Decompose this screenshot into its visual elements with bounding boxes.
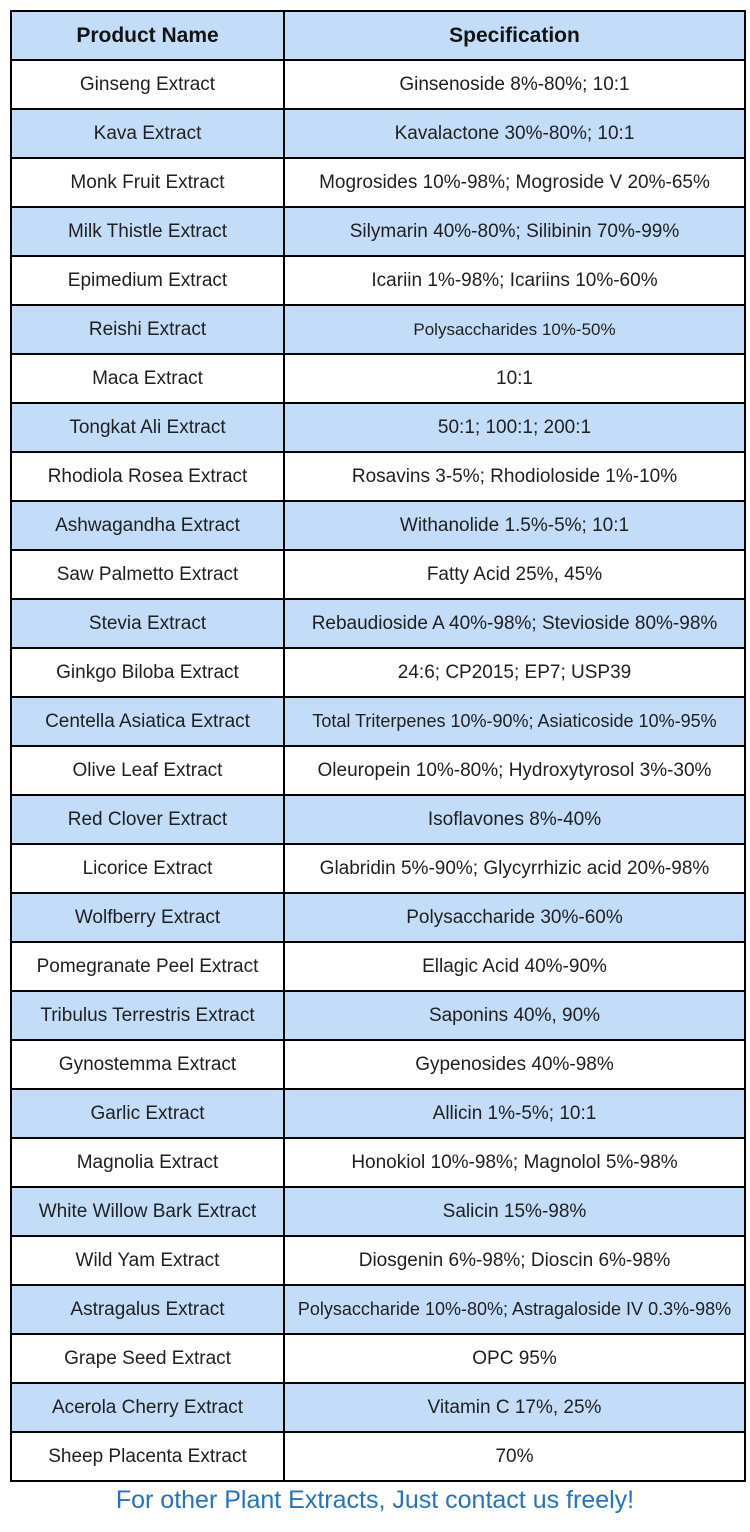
table-row: Epimedium Extract Icariin 1%-98%; Icarii… bbox=[10, 255, 746, 306]
specification-cell: Salicin 15%-98% bbox=[283, 1186, 746, 1237]
product-name-cell: Stevia Extract bbox=[10, 598, 285, 649]
specification-cell: Ginsenoside 8%-80%; 10:1 bbox=[283, 59, 746, 110]
table-header: Product Name Specification bbox=[10, 10, 746, 61]
specification-cell: Rosavins 3-5%; Rhodioloside 1%-10% bbox=[283, 451, 746, 502]
table-row: Monk Fruit Extract Mogrosides 10%-98%; M… bbox=[10, 157, 746, 208]
header-row: Product Name Specification bbox=[10, 10, 746, 61]
column-header-product-name: Product Name bbox=[10, 10, 285, 61]
product-name-cell: Tribulus Terrestris Extract bbox=[10, 990, 285, 1041]
specification-cell: Ellagic Acid 40%-90% bbox=[283, 941, 746, 992]
footer-contact-note: For other Plant Extracts, Just contact u… bbox=[115, 1486, 635, 1514]
specification-cell: OPC 95% bbox=[283, 1333, 746, 1384]
product-name-cell: Monk Fruit Extract bbox=[10, 157, 285, 208]
product-name-cell: Milk Thistle Extract bbox=[10, 206, 285, 257]
table-row: Tribulus Terrestris Extract Saponins 40%… bbox=[10, 990, 746, 1041]
column-header-specification: Specification bbox=[283, 10, 746, 61]
table-row: Centella Asiatica Extract Total Triterpe… bbox=[10, 696, 746, 747]
specification-cell: Vitamin C 17%, 25% bbox=[283, 1382, 746, 1433]
product-name-cell: Licorice Extract bbox=[10, 843, 285, 894]
product-name-cell: Tongkat Ali Extract bbox=[10, 402, 285, 453]
product-name-cell: Astragalus Extract bbox=[10, 1284, 285, 1335]
table-row: Licorice Extract Glabridin 5%-90%; Glycy… bbox=[10, 843, 746, 894]
specification-cell: Mogrosides 10%-98%; Mogroside V 20%-65% bbox=[283, 157, 746, 208]
specification-cell: Total Triterpenes 10%-90%; Asiaticoside … bbox=[283, 696, 746, 747]
specification-cell: Gypenosides 40%-98% bbox=[283, 1039, 746, 1090]
table-row: Saw Palmetto Extract Fatty Acid 25%, 45% bbox=[10, 549, 746, 600]
product-name-cell: Epimedium Extract bbox=[10, 255, 285, 306]
table-row: White Willow Bark Extract Salicin 15%-98… bbox=[10, 1186, 746, 1237]
specification-cell: Silymarin 40%-80%; Silibinin 70%-99% bbox=[283, 206, 746, 257]
table-row: Magnolia Extract Honokiol 10%-98%; Magno… bbox=[10, 1137, 746, 1188]
table-row: Ashwagandha Extract Withanolide 1.5%-5%;… bbox=[10, 500, 746, 551]
product-name-cell: Wild Yam Extract bbox=[10, 1235, 285, 1286]
table-row: Ginkgo Biloba Extract 24:6; CP2015; EP7;… bbox=[10, 647, 746, 698]
product-name-cell: Magnolia Extract bbox=[10, 1137, 285, 1188]
product-name-cell: Centella Asiatica Extract bbox=[10, 696, 285, 747]
product-name-cell: Maca Extract bbox=[10, 353, 285, 404]
product-spec-table: Product Name Specification Ginseng Extra… bbox=[10, 10, 746, 1482]
specification-cell: Polysaccharides 10%-50% bbox=[283, 304, 746, 355]
product-name-cell: Wolfberry Extract bbox=[10, 892, 285, 943]
table-row: Milk Thistle Extract Silymarin 40%-80%; … bbox=[10, 206, 746, 257]
table-row: Tongkat Ali Extract 50:1; 100:1; 200:1 bbox=[10, 402, 746, 453]
specification-cell: Withanolide 1.5%-5%; 10:1 bbox=[283, 500, 746, 551]
product-name-cell: White Willow Bark Extract bbox=[10, 1186, 285, 1237]
product-name-cell: Ginkgo Biloba Extract bbox=[10, 647, 285, 698]
product-name-cell: Saw Palmetto Extract bbox=[10, 549, 285, 600]
specification-cell: Glabridin 5%-90%; Glycyrrhizic acid 20%-… bbox=[283, 843, 746, 894]
product-spec-table-wrap: Product Name Specification Ginseng Extra… bbox=[10, 10, 746, 1482]
product-name-cell: Red Clover Extract bbox=[10, 794, 285, 845]
specification-cell: 70% bbox=[283, 1431, 746, 1482]
table-row: Acerola Cherry Extract Vitamin C 17%, 25… bbox=[10, 1382, 746, 1433]
product-name-cell: Garlic Extract bbox=[10, 1088, 285, 1139]
product-name-cell: Kava Extract bbox=[10, 108, 285, 159]
specification-cell: 50:1; 100:1; 200:1 bbox=[283, 402, 746, 453]
specification-cell: Oleuropein 10%-80%; Hydroxytyrosol 3%-30… bbox=[283, 745, 746, 796]
table-row: Reishi Extract Polysaccharides 10%-50% bbox=[10, 304, 746, 355]
product-name-cell: Olive Leaf Extract bbox=[10, 745, 285, 796]
table-row: Wolfberry Extract Polysaccharide 30%-60% bbox=[10, 892, 746, 943]
table-row: Wild Yam Extract Diosgenin 6%-98%; Diosc… bbox=[10, 1235, 746, 1286]
specification-cell: 10:1 bbox=[283, 353, 746, 404]
specification-cell: Fatty Acid 25%, 45% bbox=[283, 549, 746, 600]
product-name-cell: Gynostemma Extract bbox=[10, 1039, 285, 1090]
table-row: Grape Seed Extract OPC 95% bbox=[10, 1333, 746, 1384]
table-row: Kava Extract Kavalactone 30%-80%; 10:1 bbox=[10, 108, 746, 159]
specification-cell: Kavalactone 30%-80%; 10:1 bbox=[283, 108, 746, 159]
product-name-cell: Acerola Cherry Extract bbox=[10, 1382, 285, 1433]
specification-cell: Polysaccharide 30%-60% bbox=[283, 892, 746, 943]
specification-cell: Diosgenin 6%-98%; Dioscin 6%-98% bbox=[283, 1235, 746, 1286]
specification-cell: Allicin 1%-5%; 10:1 bbox=[283, 1088, 746, 1139]
product-name-cell: Sheep Placenta Extract bbox=[10, 1431, 285, 1482]
specification-cell: Polysaccharide 10%-80%; Astragaloside IV… bbox=[283, 1284, 746, 1335]
product-name-cell: Pomegranate Peel Extract bbox=[10, 941, 285, 992]
table-row: Sheep Placenta Extract 70% bbox=[10, 1431, 746, 1482]
table-row: Rhodiola Rosea Extract Rosavins 3-5%; Rh… bbox=[10, 451, 746, 502]
table-row: Red Clover Extract Isoflavones 8%-40% bbox=[10, 794, 746, 845]
table-row: Maca Extract 10:1 bbox=[10, 353, 746, 404]
specification-cell: Rebaudioside A 40%-98%; Stevioside 80%-9… bbox=[283, 598, 746, 649]
product-name-cell: Ashwagandha Extract bbox=[10, 500, 285, 551]
table-row: Astragalus Extract Polysaccharide 10%-80… bbox=[10, 1284, 746, 1335]
table-body: Ginseng Extract Ginsenoside 8%-80%; 10:1… bbox=[10, 59, 746, 1482]
table-row: Gynostemma Extract Gypenosides 40%-98% bbox=[10, 1039, 746, 1090]
table-row: Stevia Extract Rebaudioside A 40%-98%; S… bbox=[10, 598, 746, 649]
table-row: Pomegranate Peel Extract Ellagic Acid 40… bbox=[10, 941, 746, 992]
product-name-cell: Rhodiola Rosea Extract bbox=[10, 451, 285, 502]
product-name-cell: Grape Seed Extract bbox=[10, 1333, 285, 1384]
table-row: Ginseng Extract Ginsenoside 8%-80%; 10:1 bbox=[10, 59, 746, 110]
specification-cell: Saponins 40%, 90% bbox=[283, 990, 746, 1041]
specification-cell: Honokiol 10%-98%; Magnolol 5%-98% bbox=[283, 1137, 746, 1188]
table-row: Olive Leaf Extract Oleuropein 10%-80%; H… bbox=[10, 745, 746, 796]
specification-cell: 24:6; CP2015; EP7; USP39 bbox=[283, 647, 746, 698]
product-name-cell: Reishi Extract bbox=[10, 304, 285, 355]
table-row: Garlic Extract Allicin 1%-5%; 10:1 bbox=[10, 1088, 746, 1139]
product-name-cell: Ginseng Extract bbox=[10, 59, 285, 110]
specification-cell: Icariin 1%-98%; Icariins 10%-60% bbox=[283, 255, 746, 306]
specification-cell: Isoflavones 8%-40% bbox=[283, 794, 746, 845]
